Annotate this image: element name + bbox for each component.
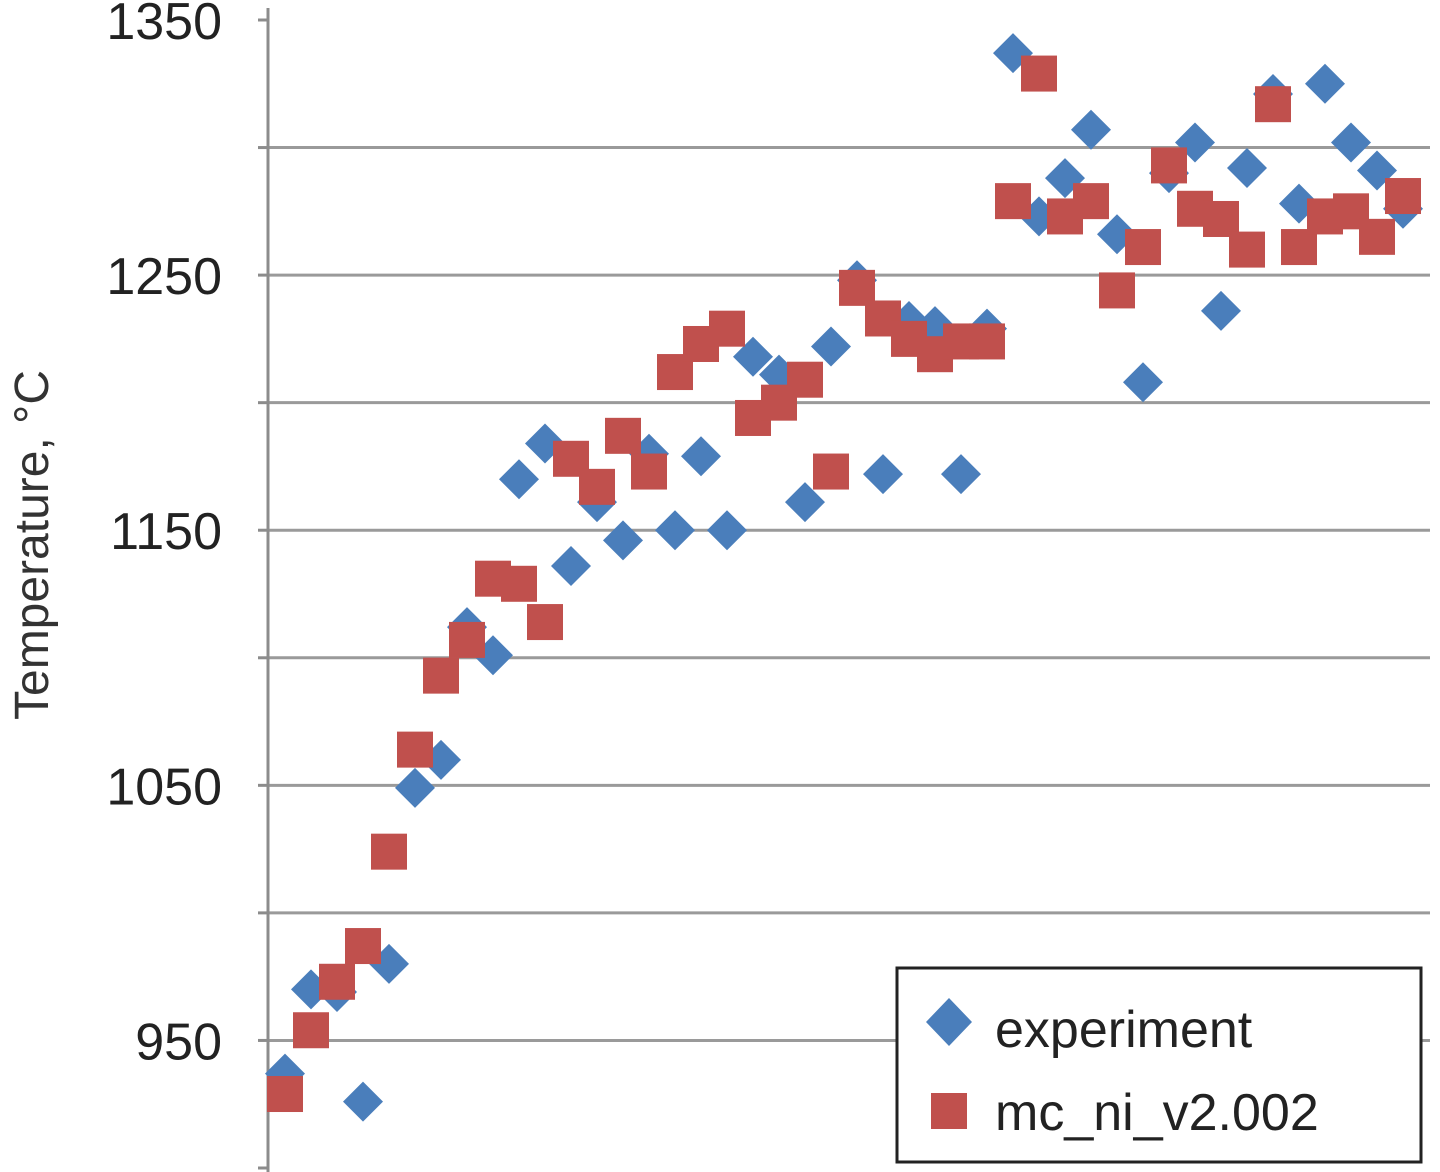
mc-ni-point (501, 565, 537, 602)
mc-ni-point (1021, 55, 1057, 92)
mc-ni-point (1229, 231, 1265, 268)
mc-ni-point (579, 468, 615, 505)
mc-ni-point (423, 657, 459, 694)
experiment-point (863, 454, 903, 495)
mc-ni-point (449, 621, 485, 658)
experiment-point (395, 767, 435, 808)
mc-ni-point (1203, 200, 1239, 237)
experiment-point (1331, 122, 1371, 163)
experiment-point (811, 326, 851, 367)
y-tick-labels: 950 1050 1150 1250 1350 (106, 0, 222, 1071)
mc-ni-point (345, 928, 381, 965)
mc-ni-point (1099, 272, 1135, 309)
y-tick-label: 1350 (106, 0, 222, 51)
mc-ni-point (319, 963, 355, 1000)
y-tick-marks (258, 18, 268, 1170)
mc-ni-point (839, 269, 875, 306)
experiment-point (655, 510, 695, 551)
mc-ni-point (397, 731, 433, 768)
mc-ni-point (1255, 86, 1291, 123)
mc-ni-point (371, 833, 407, 870)
y-tick-label: 1250 (106, 248, 222, 306)
experiment-point (681, 436, 721, 477)
mc-ni-point (787, 361, 823, 398)
experiment-point (785, 482, 825, 523)
legend-label-mc-ni: mc_ni_v2.002 (995, 1084, 1319, 1142)
experiment-point (941, 454, 981, 495)
mc-ni-point (1125, 229, 1161, 266)
y-tick-label: 1050 (106, 758, 222, 816)
mc-ni-point (293, 1012, 329, 1049)
experiment-point (733, 336, 773, 377)
legend-marker-mc-ni (931, 1093, 967, 1129)
mc-ni-point (1151, 147, 1187, 184)
mc-ni-point (709, 310, 745, 347)
y-tick-label: 950 (135, 1013, 222, 1071)
mc-ni-point (1073, 183, 1109, 220)
experiment-point (1071, 109, 1111, 150)
mc-ni-point (605, 417, 641, 454)
mc-ni-point (1359, 218, 1395, 255)
mc-ni-point (1385, 178, 1421, 215)
experiment-point (1123, 362, 1163, 403)
mc-ni-point (969, 323, 1005, 360)
experiment-point (1227, 147, 1267, 188)
data-markers (265, 33, 1423, 1122)
legend-marker-experiment (926, 998, 972, 1046)
mc-ni-point (527, 604, 563, 641)
experiment-point (1305, 63, 1345, 104)
experiment-point (1201, 290, 1241, 331)
experiment-point (343, 1081, 383, 1122)
legend: experiment mc_ni_v2.002 (895, 966, 1423, 1164)
y-axis-label: Temperature, °C (6, 370, 59, 720)
y-tick-label: 1150 (110, 503, 222, 561)
mc-ni-point (631, 453, 667, 490)
experiment-point (499, 459, 539, 500)
legend-box (895, 966, 1423, 1164)
experiment-point (551, 545, 591, 586)
mc-ni-point (267, 1076, 303, 1113)
experiment-point (707, 510, 747, 551)
legend-label-experiment: experiment (995, 1001, 1253, 1059)
mc-ni-point (1281, 229, 1317, 266)
mc-ni-point (813, 453, 849, 490)
mc-ni-point (995, 183, 1031, 220)
experiment-point (603, 520, 643, 561)
